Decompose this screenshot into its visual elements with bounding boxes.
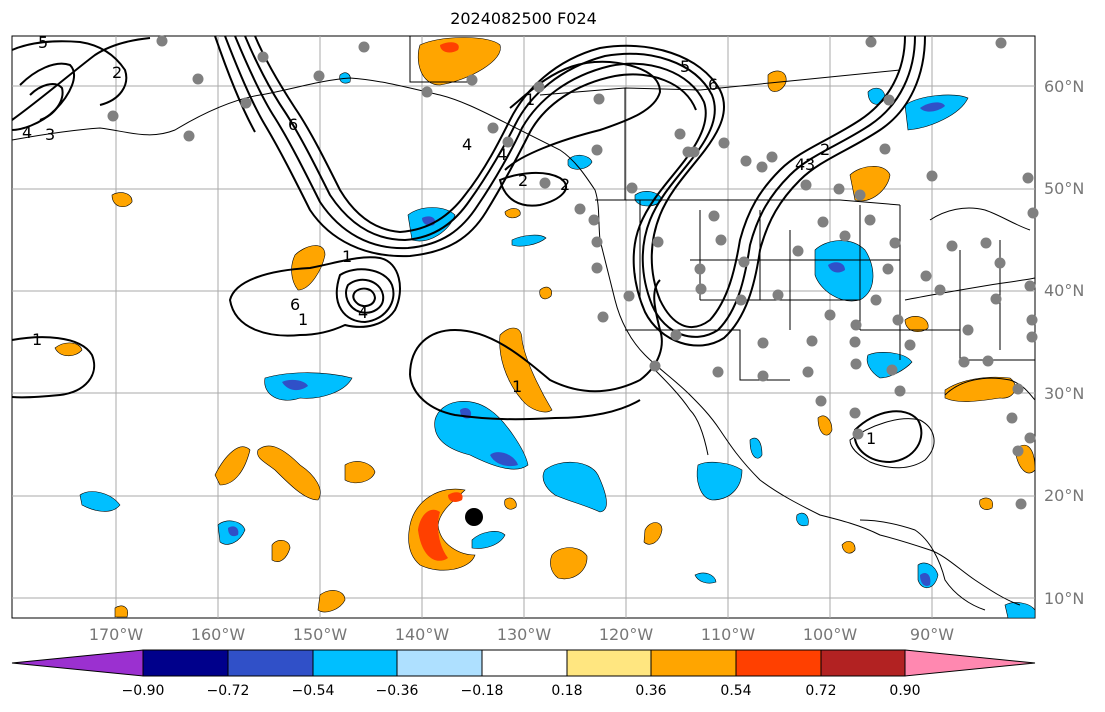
colorbar-tick-label: 0.54 [720,683,752,699]
colorbar-tick-label: −0.36 [375,683,419,699]
contour-label: 3 [45,125,55,144]
contour-label: 5 [680,57,690,76]
contour-label: 4 [795,155,805,174]
colorbar-tick-label: 0.18 [551,683,583,699]
lat-label: 60°N [1044,77,1085,96]
lon-label: 110°W [700,625,756,644]
lon-label: 170°W [88,625,144,644]
lat-label: 50°N [1044,179,1085,198]
contour-label: 2 [112,63,122,82]
center-dot-marker [465,508,483,526]
colorbar-right-arrow [904,649,1036,677]
lat-label: 10°N [1044,589,1085,608]
contour-label: 6 [288,115,298,134]
contour-label: 1 [342,247,352,266]
contour-label: 4 [22,123,32,142]
contour-label: 1 [32,330,42,349]
lon-label: 100°W [802,625,858,644]
lat-label: 40°N [1044,281,1085,300]
colorbar-tick-label: −0.18 [460,683,504,699]
contour-label: 2 [518,171,528,190]
lon-label: 120°W [598,625,654,644]
colorbar [11,649,1036,677]
lon-label: 160°W [190,625,246,644]
contour-label: 2 [820,140,830,159]
contour-label: 6 [290,295,300,314]
contour-label: 1 [512,377,522,396]
graticule [12,36,1035,618]
contour-label: 3 [805,155,815,174]
station-dots [107,35,1039,510]
contour-label: 2 [560,175,570,194]
colorbar-tick-label: 0.72 [805,683,837,699]
lon-label: 150°W [292,625,348,644]
contour-label-group: 5 2 3 4 6 2 4 6 2 1 4 1 4 3 2 1 1 1 5 4 … [22,33,876,448]
contour-label: 6 [708,75,718,94]
coastlines [11,36,1036,611]
lat-label: 20°N [1044,486,1085,505]
strong-positive-shading [418,42,463,561]
contour-label: 4 [358,303,368,322]
colorbar-tick-label: 0.36 [635,683,667,699]
contour-label: 5 [38,33,48,52]
colorbar-tick-label: 0.90 [889,683,921,699]
colorbar-tick-label: −0.72 [206,683,250,699]
lon-label: 140°W [394,625,450,644]
contour-label: 4 [462,135,472,154]
contour-lines [11,35,926,464]
colorbar-tick-label: −0.90 [121,683,165,699]
contour-label: 1 [866,429,876,448]
contour-label: 4 [497,145,507,164]
contour-label: 1 [298,310,308,329]
lon-label: 90°W [909,625,955,644]
lat-label: 30°N [1044,384,1085,403]
contour-label: 1 [525,90,535,109]
positive-anomaly-shading [54,37,1036,618]
map-title: 2024082500 F024 [450,9,597,28]
colorbar-tick-label: −0.54 [291,683,335,699]
colorbar-left-arrow [11,649,144,677]
negative-anomaly-shading [79,72,1036,619]
lon-label: 130°W [496,625,552,644]
